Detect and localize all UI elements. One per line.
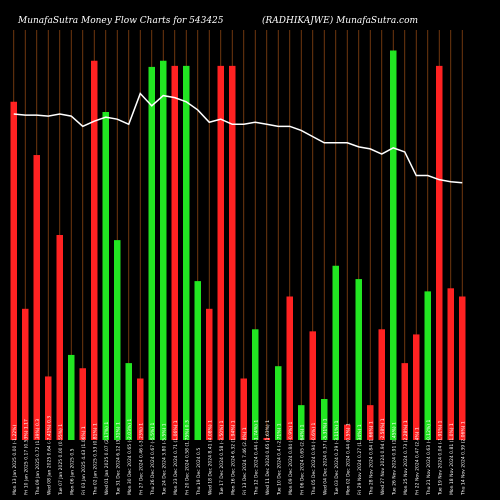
x-tick-label: Tue 17 Dec 2024 0.58 (-3.50%) 1 (219, 420, 225, 496)
x-tick-label: Tue 24 Dec 2024 3.80 (-5.5%) 1 (161, 423, 167, 496)
x-tick-label: Thu 26 Dec 2024 0.67 (-5.5%) 1 (150, 422, 156, 496)
flow-bar-outflow (344, 424, 351, 440)
x-tick-label: Thu 21 Nov 2024 0.63 (-0.12%) 1 (426, 420, 432, 496)
flow-bar-inflow (68, 354, 75, 440)
flow-bar-inflow (424, 291, 431, 440)
flow-bar-outflow (206, 308, 213, 440)
x-tick-label: Thu 09 Jan 2025 0.72 (1.39%) 0.3 (35, 419, 41, 496)
x-tick-label: Wed 04 Dec 2024 0.37 (-5.31%) 1 (322, 418, 328, 495)
x-tick-label: Fri 13 Dec 2024 7.46 (2.4%) 1 (242, 427, 248, 495)
x-tick-label: Fri 20 Dec 2024 0.58 (1.75%) 0.3 (184, 420, 190, 495)
x-tick-label: Mon 13 Jan 2025 0.00 (-1.22%) (12, 425, 18, 495)
flow-bar-outflow (137, 378, 144, 440)
flow-bar-inflow (321, 399, 328, 440)
flow-bar-outflow (229, 65, 236, 440)
x-tick-label: Fri 27 Dec 2024 0.46 (-3.23%) 1 (138, 423, 144, 495)
x-tick-label: Wed 27 Nov 2024 0.94 (-2.58%) 1 (380, 418, 386, 495)
x-tick-label: Tue 03 Dec 2024 0.29 (-3.11%) 1 (334, 420, 340, 496)
flow-bar-outflow (367, 405, 374, 440)
x-tick-label: Thu 28 Nov 2024 0.84 (1.66%) 1 (368, 421, 374, 496)
x-tick-label: Fri 10 Jan 2025 0.17 (0.53%) 1.17 (23, 419, 29, 495)
x-tick-label: Tue 31 Dec 2024 6.12 (3.31%) 1 (115, 422, 121, 496)
x-tick-label: Wed 18 Dec 2024 8.41 (4.08%) 1 (207, 420, 213, 495)
x-tick-label: Fri 22 Nov 2024 0.47 (2.4%) 1 (414, 427, 420, 495)
flow-bar-inflow (275, 366, 282, 440)
x-tick-label: Tue 19 Nov 2024 0.04 (-1.91%) 1 (437, 420, 443, 496)
x-tick-label: Fri 03 Jan 2025 4.43 (1.06%) 1 (81, 426, 87, 495)
flow-bar-outflow (45, 376, 52, 440)
flow-bar-outflow (436, 65, 443, 440)
flow-bar-inflow (125, 363, 132, 440)
flow-bar-outflow (263, 437, 270, 440)
flow-bar-inflow (102, 112, 109, 440)
x-tick-label: Mon 09 Dec 2024 0.84 (-0.9%) 1 (288, 421, 294, 495)
flow-bars (10, 50, 466, 441)
x-tick-label: Thu 05 Dec 2024 0.94 (-0.6%) 1 (311, 422, 317, 496)
flow-bar-inflow (252, 329, 259, 440)
x-tick-label: Thu 19 Dec 2024 0.5 (196, 448, 202, 496)
flow-bar-outflow (217, 65, 224, 440)
x-tick-label: Tue 07 Jan 2025 0.00 (0.55%) 1 (58, 424, 64, 496)
x-tick-label: Fri 06 Dec 2024 0.65 (2.64%) 1 (299, 424, 305, 495)
flow-bar-outflow (447, 288, 454, 440)
x-tick-label: Mon 30 Dec 2024 0.65 (-2.03%) 1 (127, 419, 133, 495)
flow-bar-inflow (160, 60, 167, 440)
flow-bar-outflow (286, 296, 293, 440)
chart-subtitle: (RADHIKAJWE) MunafaSutra.com (262, 16, 419, 26)
x-tick-label: Fri 29 Nov 2024 0.27 (1.34%) 1 (357, 424, 363, 495)
x-tick-label: Mon 06 Jan 2025 0.5 (69, 448, 75, 495)
flow-bar-outflow (56, 235, 63, 440)
x-tick-label: Mon 02 Dec 2024 0.44 (0.5%) 1 (345, 423, 351, 495)
x-tick-label: Thu 14 Nov 2024 0.39 (2.06%) 1 (460, 421, 466, 496)
flow-bar-outflow (413, 334, 420, 440)
flow-bar-inflow (148, 66, 155, 441)
x-tick-label: Thu 12 Dec 2024 0.44 (-1.74%) 1 (253, 420, 259, 496)
flow-bar-inflow (332, 265, 339, 440)
flow-bar-inflow (114, 240, 121, 440)
flow-bar-outflow (378, 329, 385, 440)
flow-bar-outflow (79, 368, 86, 440)
flow-bar-outflow (401, 363, 408, 440)
flow-bar-inflow (390, 50, 397, 440)
x-tick-label: Wed 08 Jan 2025 0.64 (-7.41%) 0.3 (46, 416, 52, 495)
flow-bar-outflow (240, 378, 247, 440)
x-tick-label: Wed 11 Dec 2024 0.65 (1.63%) 1 (265, 420, 271, 495)
flow-bar-inflow (355, 279, 362, 440)
money-flow-line (13, 92, 463, 184)
x-tick-label: Mon 16 Dec 2024 6.32 (1.94%) 1 (230, 420, 236, 495)
x-tick-label: Wed 01 Jan 2025 0.07 (2.17%) 1 (104, 422, 110, 495)
money-flow-series-line (13, 92, 463, 184)
x-tick-label: Mon 25 Nov 2024 0.73 (2.28%) 1 (403, 420, 409, 495)
x-tick-label: Tue 10 Dec 2024 0.4 (-2.71%) 1 (276, 423, 282, 496)
flow-bar-inflow (183, 65, 190, 440)
flow-bar-outflow (171, 65, 178, 440)
flow-bar-inflow (298, 405, 305, 440)
flow-bar-outflow (10, 101, 17, 440)
flow-bar-outflow (33, 155, 40, 441)
flow-bar-inflow (194, 281, 201, 440)
flow-bar-outflow (459, 296, 466, 440)
flow-bar-outflow (22, 308, 29, 440)
flow-bar-outflow (309, 331, 316, 440)
x-tick-label: Mon 18 Nov 2024 0.81 (1.0%) 1 (449, 423, 455, 495)
x-tick-label: Thu 02 Jan 2025 0.53 (0.81%) 1 (92, 423, 98, 496)
flow-bar-outflow (91, 60, 98, 440)
x-tick-label: Tue 26 Nov 2024 0.91 (1.45%) 1 (391, 422, 397, 496)
x-tick-label: Mon 23 Dec 2024 0.71 (1.06%) 1 (173, 420, 179, 495)
chart-title: MunafaSutra Money Flow Charts for 543425 (18, 16, 224, 26)
x-tick-labels: Mon 13 Jan 2025 0.00 (-1.22%) Fri 10 Jan … (12, 416, 467, 496)
